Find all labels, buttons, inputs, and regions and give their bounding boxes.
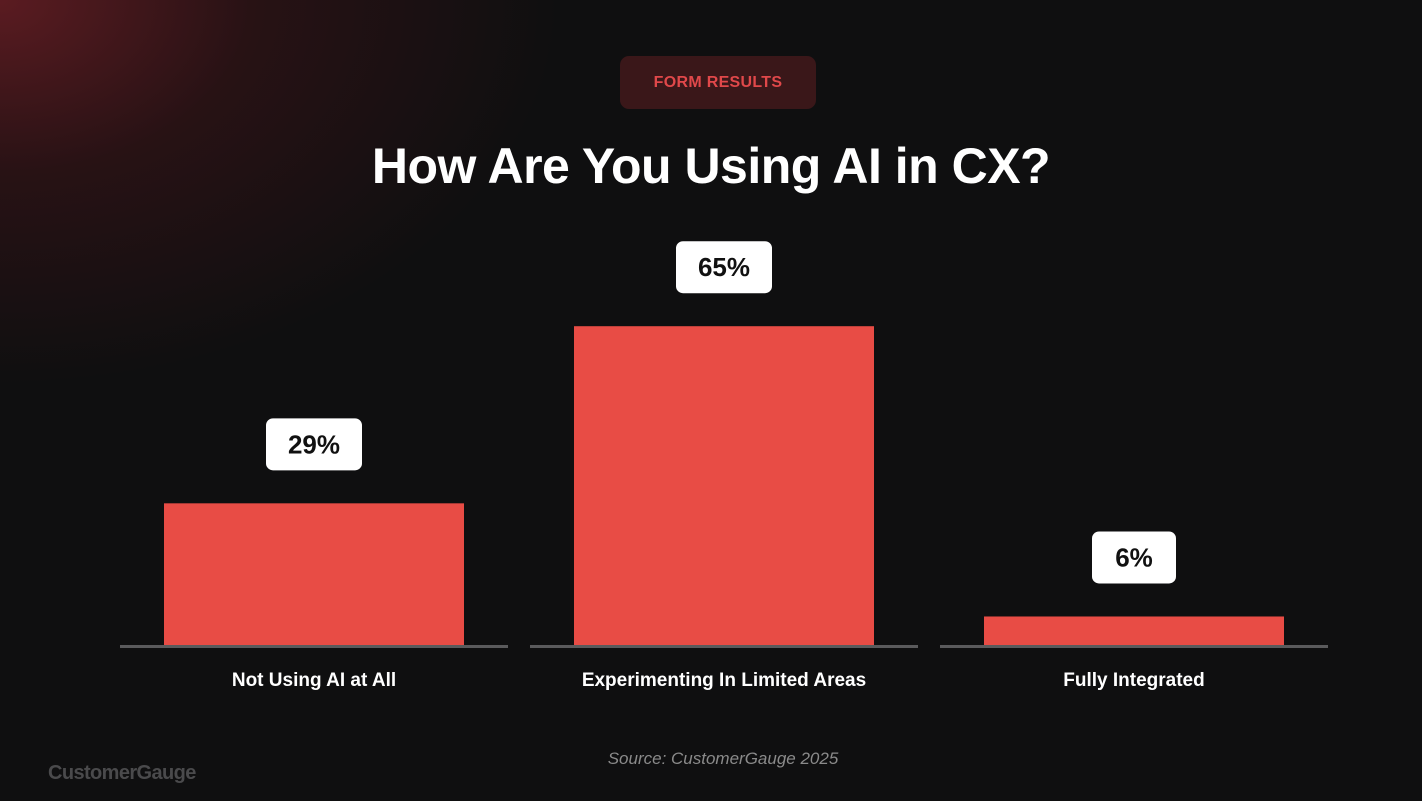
value-label-box-not-using-ai-at-all: [266, 418, 362, 471]
bar-not-using-ai-at-all: [164, 503, 464, 646]
bar-fully-integrated: [984, 616, 1284, 646]
form-results-badge: FORM RESULTS: [620, 56, 816, 109]
bar-experimenting-in-limited-areas: [574, 326, 874, 646]
value-label-fully-integrated: 6%: [1115, 542, 1153, 572]
category-label-fully-integrated: Fully Integrated: [1063, 670, 1204, 691]
value-label-box-experimenting-in-limited-areas: [676, 241, 772, 294]
category-label-experimenting-in-limited-areas: Experimenting In Limited Areas: [582, 670, 866, 691]
customergauge-logo: CustomerGauge: [48, 762, 196, 784]
value-label-box-fully-integrated: [1092, 531, 1176, 584]
value-label-experimenting-in-limited-areas: 65%: [698, 252, 750, 282]
source-note: Source: CustomerGauge 2025: [607, 749, 839, 768]
value-label-not-using-ai-at-all: 29%: [288, 429, 340, 459]
category-label-not-using-ai-at-all: Not Using AI at All: [232, 670, 396, 691]
chart-title: How Are You Using AI in CX?: [371, 138, 1051, 194]
